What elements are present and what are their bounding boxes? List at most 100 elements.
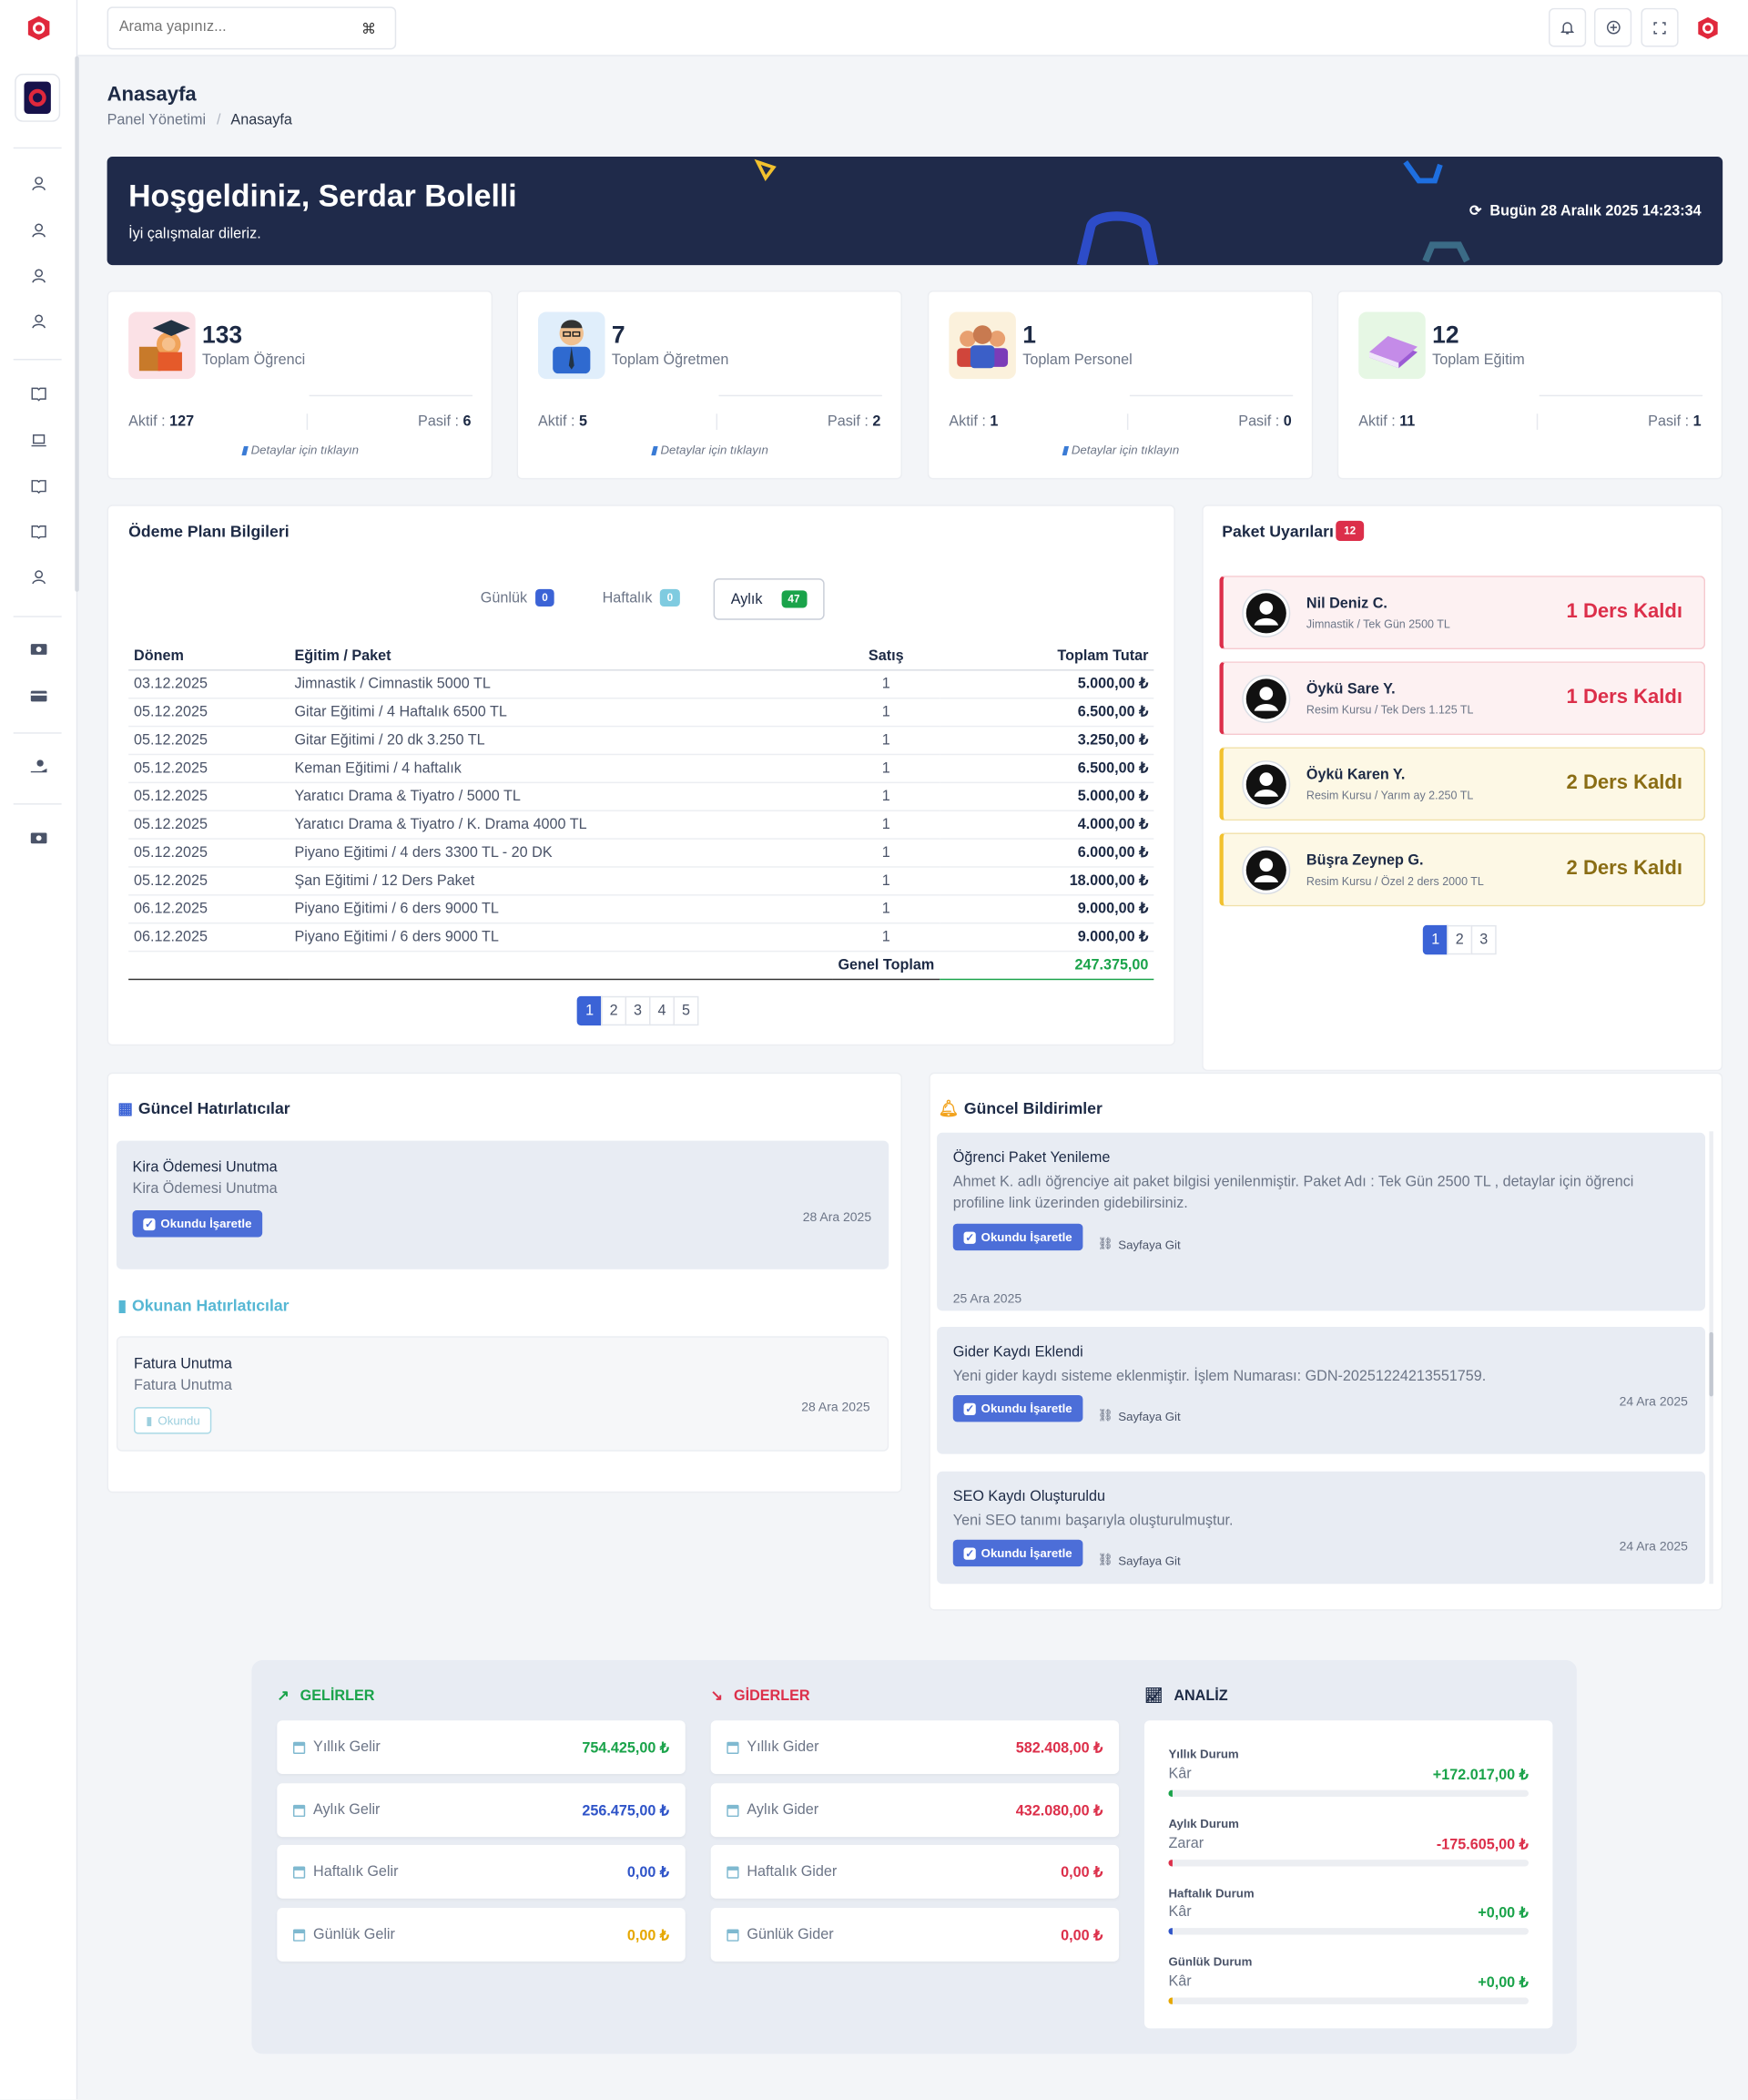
page-button[interactable]: 2 [601,995,627,1026]
app-logo-icon[interactable] [24,14,53,43]
breadcrumb-current: Anasayfa [230,112,292,129]
go-to-page-link[interactable]: ⛓ Sayfaya Git [1097,1408,1181,1423]
total-value: 247.375,00 [940,950,1154,980]
expand-icon [1653,21,1666,34]
analysis-value: +0,00 ₺ [1478,1905,1529,1922]
stat-passive: Pasif : 2 [827,413,881,430]
refresh-icon[interactable]: ⟳ [1469,203,1482,220]
student-name: Nil Deniz C. [1306,596,1387,612]
money-icon[interactable] [26,637,50,661]
money-icon[interactable] [26,826,50,850]
page-title: Anasayfa [107,83,197,107]
trend-down-icon: ↘ [710,1687,724,1705]
analysis-rows: Yıllık Durum Kâr +172.017,00 ₺ Aylık Dur… [1144,1720,1552,2028]
notification-date: 25 Ara 2025 [952,1291,1022,1307]
page-button[interactable]: 3 [625,995,651,1026]
current-datetime: ⟳ Bugün 28 Aralık 2025 14:23:34 [1469,202,1702,219]
user-icon[interactable] [26,310,50,333]
mark-read-button[interactable]: ✓ Okundu İşaretle [952,1223,1083,1251]
stat-passive: Pasif : 0 [1238,413,1292,430]
sidebar-scrollbar[interactable] [75,56,79,592]
mark-read-button[interactable]: ✓ Okundu İşaretle [952,1394,1083,1422]
column-header: Eğitim / Paket [289,644,833,670]
chart-line-icon: 📈︎ [1144,1687,1164,1705]
user-avatar-logo-icon[interactable] [1694,14,1721,43]
page-button[interactable]: 2 [1447,924,1473,955]
analysis-heading: Haftalık Durum [1168,1886,1255,1901]
stat-card-teachers[interactable]: 7 Toplam Öğretmen Aktif : 5 Pasif : 2 ▮ … [516,291,902,480]
page-button[interactable]: 1 [1422,924,1448,955]
stat-detail-link[interactable]: ▮ Detaylar için tıklayın [240,443,360,457]
hand-holding-dollar-icon[interactable] [26,755,50,779]
analysis-heading: Aylık Durum [1168,1817,1239,1830]
tab-weekly[interactable]: Haftalık 0 [603,588,680,607]
analysis-kind: Kâr [1168,1973,1192,1990]
welcome-subtitle: İyi çalışmalar dileriz. [128,226,261,243]
page-button[interactable]: 5 [673,995,699,1026]
breadcrumb-root[interactable]: Panel Yönetimi [107,112,207,129]
credit-card-icon[interactable] [26,684,50,708]
notification-title: Öğrenci Paket Yenileme [952,1149,1111,1167]
stat-card-courses[interactable]: 12 Toplam Eğitim Aktif : 11 Pasif : 1 [1336,291,1723,480]
mark-read-button[interactable]: ✓ Okundu İşaretle [952,1539,1083,1567]
student-name: Büşra Zeynep G. [1306,852,1424,870]
notifications-scrollbar[interactable] [1709,1131,1713,1585]
stat-active: Aktif : 5 [538,413,587,430]
stat-detail-link[interactable]: ▮ Detaylar için tıklayın [650,443,768,457]
calendar-icon [292,1865,306,1878]
stat-card-staff[interactable]: 1 Toplam Personel Aktif : 1 Pasif : 0 ▮ … [927,291,1314,480]
go-to-page-link[interactable]: ⛓ Sayfaya Git [1097,1553,1181,1567]
calendar-icon [292,1740,306,1754]
reminder-title: Kira Ödemesi Unutma [132,1159,278,1176]
person-avatar-icon [1242,588,1291,637]
read-status-button: ▮ Okundu [134,1407,213,1434]
fullscreen-button[interactable] [1641,7,1679,47]
book-icon[interactable] [26,474,50,497]
notifications-bell-button[interactable] [1549,7,1587,47]
income-card: Aylık Gelir 256.475,00 ₺ [277,1783,686,1838]
notification-title: SEO Kaydı Oluşturuldu [952,1488,1105,1505]
teacher-icon [538,311,605,380]
check-icon: ✓ [963,1230,976,1244]
brand-logo[interactable] [15,73,61,122]
tab-daily[interactable]: Günlük 0 [481,588,555,607]
user-icon[interactable] [26,171,50,195]
bell-icon [1560,22,1574,35]
package-alert-item[interactable]: Nil Deniz C. Jimnastik / Tek Gün 2500 TL… [1219,576,1706,650]
student-name: Öykü Karen Y. [1306,767,1406,784]
stat-active: Aktif : 1 [949,413,999,430]
plus-circle-icon [1606,20,1620,35]
welcome-title: Hoşgeldiniz, Serdar Bolelli [128,178,517,213]
lessons-left: 2 Ders Kaldı [1566,770,1683,794]
tab-monthly[interactable]: Aylık 47 [713,578,824,620]
page-button[interactable]: 4 [649,995,675,1026]
table-row: 06.12.2025 Piyano Eğitimi / 6 ders 9000 T… [128,894,1154,923]
user-icon[interactable] [26,219,50,242]
analysis-kind: Kâr [1168,1903,1192,1921]
laptop-icon[interactable] [26,428,50,452]
tab-count-badge: 0 [660,588,680,607]
go-to-page-link[interactable]: ⛓ Sayfaya Git [1097,1237,1181,1251]
table-row: 05.12.2025 Piyano Eğitimi / 4 ders 3300 T… [128,838,1154,867]
book-icon[interactable] [26,382,50,405]
reminder-item: Kira Ödemesi Unutma Kira Ödemesi Unutma … [116,1140,889,1269]
lessons-left: 1 Ders Kaldı [1566,599,1683,623]
add-button[interactable] [1594,7,1632,47]
search-box[interactable]: ⌘ [107,6,397,50]
mark-read-button[interactable]: ✓ Okundu İşaretle [132,1210,263,1238]
stat-detail-link[interactable]: ▮ Detaylar için tıklayın [1061,443,1180,457]
notification-date: 24 Ara 2025 [1619,1539,1688,1555]
search-input[interactable] [118,18,347,36]
package-alert-item[interactable]: Öykü Sare Y. Resim Kursu / Tek Ders 1.12… [1219,661,1706,736]
user-icon[interactable] [26,264,50,288]
package-alert-item[interactable]: Öykü Karen Y. Resim Kursu / Yarım ay 2.2… [1219,747,1706,821]
book-icon[interactable] [26,519,50,543]
package-alert-item[interactable]: Büşra Zeynep G. Resim Kursu / Özel 2 der… [1219,832,1706,907]
stat-card-students[interactable]: 133 Toplam Öğrenci Aktif : 127 Pasif : 6… [107,291,493,480]
user-icon[interactable] [26,565,50,588]
reminder-item-read: Fatura Unutma Fatura Unutma ▮ Okundu 28 A… [116,1336,889,1452]
page-button[interactable]: 3 [1470,924,1497,955]
person-avatar-icon [1242,760,1291,810]
reminder-desc: Kira Ödemesi Unutma [132,1180,278,1198]
page-button[interactable]: 1 [576,995,603,1026]
